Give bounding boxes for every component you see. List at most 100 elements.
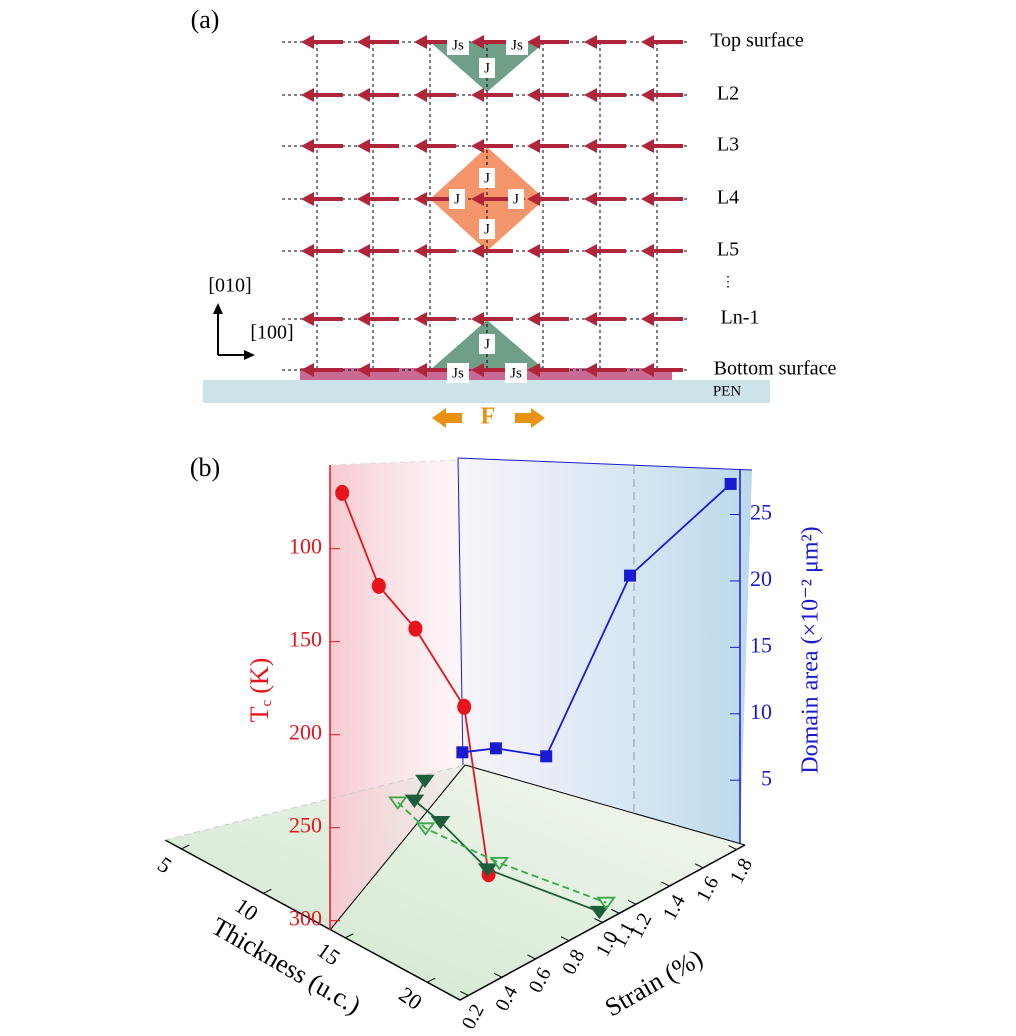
x-tick: [263, 888, 272, 894]
y-tick-label: 300: [289, 906, 322, 931]
z-tick-label: 0.8: [558, 946, 589, 978]
y2-tick-label: 15: [750, 632, 772, 657]
spin-arrow-head: [584, 192, 597, 206]
spin-arrow-head: [641, 363, 654, 377]
axis-label: [010]: [208, 275, 251, 297]
y-axis-title-unit: (K): [245, 658, 274, 694]
spin-arrow-head: [471, 192, 484, 206]
data-point: [489, 856, 510, 871]
series-line: [397, 801, 607, 904]
exchange-label: Js: [511, 37, 523, 53]
z-tick-label: 1.4: [659, 891, 690, 923]
spin-arrow-head: [527, 35, 540, 49]
spin-arrow-head: [471, 35, 484, 49]
exchange-label: J: [484, 170, 490, 186]
exchange-label: Js: [452, 37, 464, 53]
label-box: [479, 58, 495, 78]
layer-label: ⋮: [721, 275, 735, 290]
y2-tick-label: 20: [750, 566, 772, 591]
panel-label: (a): [191, 5, 220, 34]
z-tick-label: 0.6: [525, 964, 556, 996]
tc-plane: [330, 460, 465, 930]
spin-arrow-head: [527, 192, 540, 206]
x-tick: [426, 977, 436, 983]
spin-arrow-head: [357, 244, 370, 258]
spin-arrow-head: [414, 88, 427, 102]
data-point: [456, 746, 469, 759]
label-box: [447, 363, 469, 383]
spin-arrow-head: [357, 139, 370, 153]
spin-arrow-head: [301, 244, 314, 258]
y-tick-label: 100: [289, 534, 322, 559]
z-tick: [694, 863, 704, 869]
data-point: [430, 815, 451, 830]
data-point: [477, 863, 498, 877]
y-tick-label: 200: [289, 720, 322, 745]
z-tick: [594, 918, 603, 923]
lattice: PEN F [010] [100] Top surface L2 L3 L4 L5 ⋮ Ln…: [203, 30, 836, 430]
spin-arrow-head: [301, 139, 314, 153]
data-point: [415, 774, 435, 789]
spin-arrow-head: [584, 312, 597, 326]
z-tick-label: 0.4: [491, 982, 522, 1014]
data-point: [408, 620, 423, 637]
label-box: [506, 35, 528, 55]
spin-arrow-head: [641, 192, 654, 206]
force-arrow: [515, 408, 545, 428]
force-label: F: [481, 404, 496, 430]
x-tick: [345, 933, 354, 939]
spin-arrow-head: [301, 35, 314, 49]
spin-arrow-head: [414, 363, 427, 377]
data-point: [388, 796, 408, 810]
spin-arrow-head: [301, 312, 314, 326]
y-axis-title-main: T: [245, 706, 274, 722]
z-tick: [611, 908, 620, 914]
data-point: [624, 569, 637, 582]
guide-line: [329, 459, 461, 466]
y-tick-label: 250: [289, 813, 322, 838]
data-point: [596, 896, 616, 911]
exchange-label: J: [513, 191, 519, 207]
exchange-label: J: [484, 336, 490, 352]
spin-arrow-head: [471, 312, 484, 326]
data-point: [540, 750, 553, 763]
spin-arrow-head: [527, 88, 540, 102]
data-point: [371, 577, 386, 594]
data-point: [489, 742, 502, 755]
area-plane: [458, 458, 752, 843]
spin-arrow-head: [527, 312, 540, 326]
spin-arrow-head: [527, 139, 540, 153]
axis-arrow-head: [213, 303, 223, 314]
spin-arrow-head: [584, 244, 597, 258]
substrate: [203, 380, 770, 403]
x-tick-label: 20: [394, 982, 426, 1015]
layer-label: L5: [717, 239, 739, 261]
spin-arrow-head: [584, 363, 597, 377]
layer-label: Top surface: [710, 30, 804, 52]
y-tick-label: 150: [289, 627, 322, 652]
force-arrow: [432, 408, 462, 428]
z-tick: [493, 972, 503, 978]
spin-arrow-head: [641, 244, 654, 258]
panel-label: (b): [190, 453, 220, 482]
x-tick-label: 15: [313, 937, 345, 970]
z-tick-label: 0.2: [458, 1001, 489, 1033]
data-point: [457, 698, 472, 715]
y2-tick-label: 5: [761, 765, 772, 790]
spin-arrow-head: [527, 244, 540, 258]
z-axis-title: Strain (%): [600, 943, 708, 1022]
y-axis-title: Tc (K): [245, 658, 275, 723]
label-box: [508, 189, 524, 209]
spin-arrow-head: [414, 35, 427, 49]
spin-arrow-head: [641, 139, 654, 153]
x-tick: [181, 844, 190, 850]
data-point: [589, 905, 610, 920]
floor-plane: [165, 765, 745, 1000]
z-tick: [728, 845, 737, 851]
label-box: [449, 189, 465, 209]
spin-arrow-head: [584, 88, 597, 102]
spin-arrow-head: [471, 244, 484, 258]
y2-axis-title: Domain area (×10⁻² μm²): [798, 526, 824, 773]
spin-arrow-head: [357, 88, 370, 102]
